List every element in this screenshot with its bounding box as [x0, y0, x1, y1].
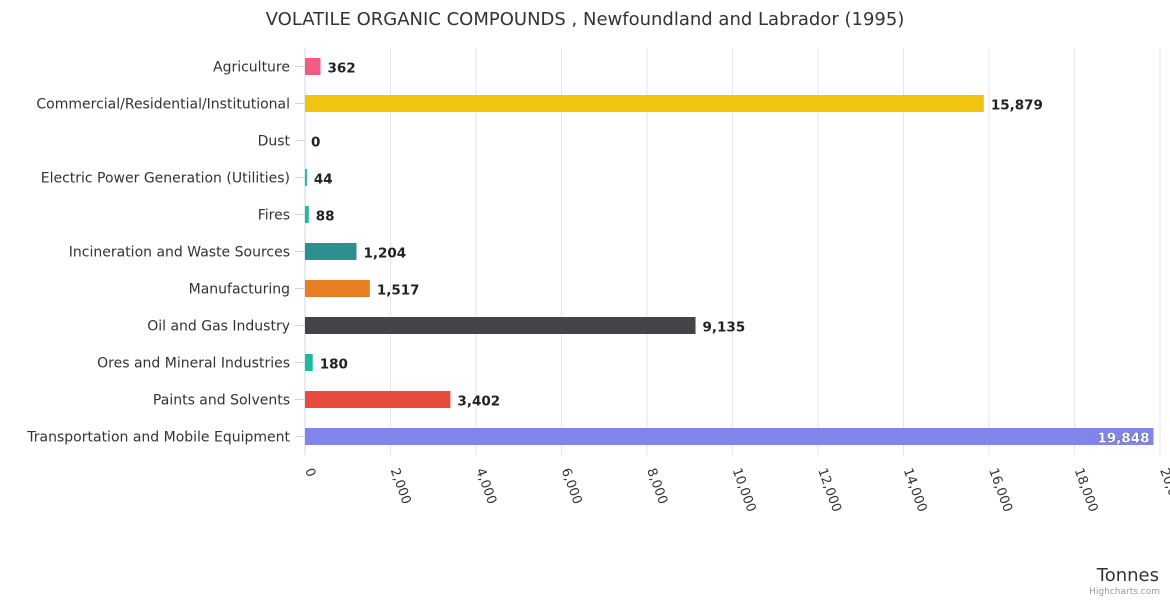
bar[interactable] — [305, 95, 984, 112]
x-tick-label: 18,000 — [1071, 466, 1101, 514]
x-tick-label: 20,000 — [1156, 466, 1170, 514]
chart-title: VOLATILE ORGANIC COMPOUNDS , Newfoundlan… — [266, 9, 905, 30]
bar[interactable] — [305, 169, 307, 186]
bars — [305, 58, 1154, 445]
bar[interactable] — [305, 354, 313, 371]
category-label: Incineration and Waste Sources — [69, 245, 290, 261]
category-label: Oil and Gas Industry — [147, 319, 290, 335]
category-label: Fires — [258, 208, 290, 224]
data-label: 1,517 — [377, 283, 420, 299]
data-label: 19,848 — [1097, 431, 1149, 447]
grid-lines — [390, 48, 1161, 455]
category-label: Dust — [258, 134, 291, 150]
y-axis — [295, 48, 306, 455]
category-label: Electric Power Generation (Utilities) — [41, 171, 290, 187]
category-label: Paints and Solvents — [153, 393, 290, 409]
x-tick-label: 2,000 — [387, 466, 414, 506]
x-axis-tick-labels: 0 2,000 4,000 6,000 8,000 10,000 12,000 14,000 1… — [301, 466, 1170, 514]
data-label: 0 — [311, 135, 320, 151]
category-label: Manufacturing — [189, 282, 290, 298]
data-label: 44 — [314, 172, 333, 188]
data-label: 1,204 — [363, 246, 406, 262]
data-label: 9,135 — [703, 320, 746, 336]
bar[interactable] — [305, 428, 1154, 445]
bar[interactable] — [305, 243, 357, 260]
x-tick-label: 14,000 — [900, 466, 930, 514]
category-label: Agriculture — [213, 60, 290, 76]
x-tick-label: 10,000 — [729, 466, 759, 514]
data-label: 88 — [316, 209, 335, 225]
bar[interactable] — [305, 317, 696, 334]
data-label: 3,402 — [457, 394, 500, 410]
x-tick-label: 0 — [301, 466, 318, 479]
data-label: 15,879 — [991, 98, 1043, 114]
category-label: Ores and Mineral Industries — [97, 356, 290, 372]
x-tick-label: 16,000 — [985, 466, 1015, 514]
x-tick-label: 8,000 — [643, 466, 670, 506]
category-label: Transportation and Mobile Equipment — [26, 430, 290, 446]
bar[interactable] — [305, 280, 370, 297]
credit-link[interactable]: Highcharts.com — [1089, 587, 1160, 597]
x-tick-label: 12,000 — [814, 466, 844, 514]
category-label: Commercial/Residential/Institutional — [36, 97, 290, 113]
bar[interactable] — [305, 391, 451, 408]
category-labels: Agriculture Commercial/Residential/Instit… — [26, 60, 290, 446]
bar[interactable] — [305, 58, 321, 75]
data-label: 362 — [327, 61, 355, 77]
data-label: 180 — [320, 357, 348, 373]
data-labels: 362 15,879 0 44 88 1,204 1,517 9,135 180 3,402 19,… — [311, 61, 1150, 447]
x-tick-label: 4,000 — [472, 466, 499, 506]
x-tick-label: 6,000 — [558, 466, 585, 506]
bar[interactable] — [305, 206, 309, 223]
x-axis-title: Tonnes — [1096, 565, 1159, 586]
